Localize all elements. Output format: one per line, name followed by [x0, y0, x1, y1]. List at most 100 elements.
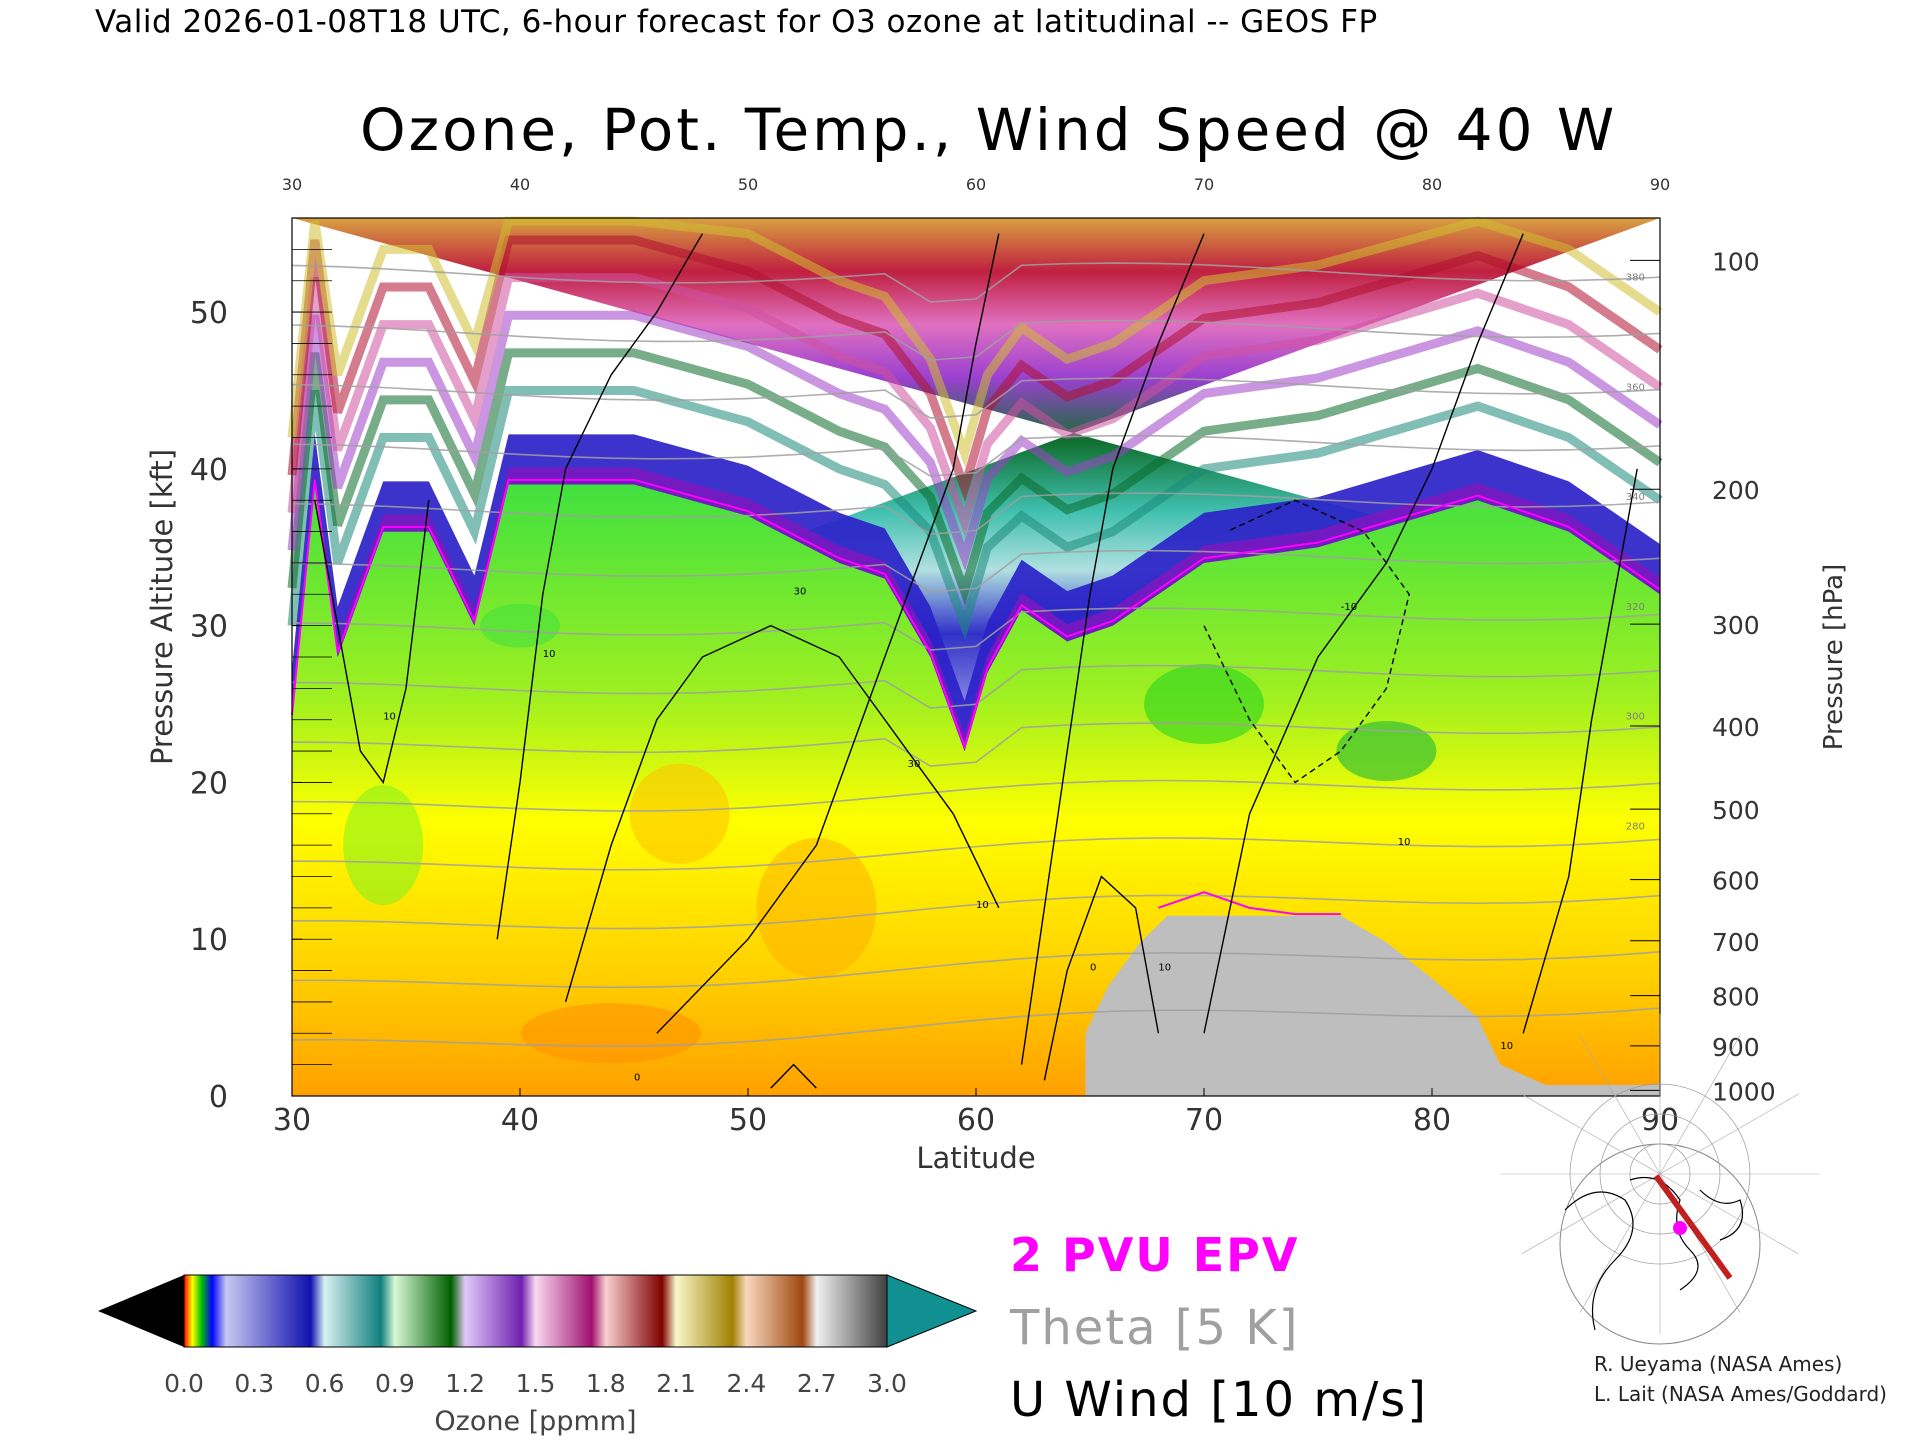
x-top-tick-label: 60: [966, 175, 986, 194]
ozone-region: [480, 603, 560, 648]
map-cross-section-track: [1653, 1174, 1733, 1280]
pressure-tick-label: 1000: [1712, 1077, 1776, 1106]
u-wind-contour: [1020, 233, 1205, 1065]
credit-line-2: L. Lait (NASA Ames/Goddard): [1594, 1382, 1887, 1406]
u-wind-contour: [496, 233, 704, 940]
legend-u-wind: U Wind [10 m/s]: [1010, 1372, 1429, 1428]
y-tick-label: 0: [209, 1080, 228, 1115]
colorbar-tick-label: 3.0: [867, 1369, 907, 1398]
u-wind-contour: [564, 624, 1000, 1003]
theta-contour-label: 280: [1626, 821, 1645, 832]
u-wind-contour-label: 10: [1398, 837, 1411, 848]
u-wind-contour: [314, 500, 430, 785]
chart-title: Ozone, Pot. Temp., Wind Speed @ 40 W: [360, 96, 1618, 164]
theta-contour-label: 300: [1626, 712, 1645, 723]
x-tick-label: 50: [729, 1103, 767, 1138]
y-tick-label: 20: [190, 766, 228, 801]
pressure-tick-label: 200: [1712, 476, 1760, 505]
u-wind-contour-label: 10: [976, 900, 989, 911]
x-tick-label: 80: [1413, 1103, 1451, 1138]
u-wind-contour-label: 30: [908, 759, 921, 770]
ozone-region: [629, 763, 730, 864]
credit-line-1: R. Ueyama (NASA Ames): [1594, 1352, 1843, 1376]
theta-contour: [291, 319, 1661, 361]
x-top-tick-label: 30: [282, 175, 302, 194]
x-top-tick-label: 80: [1422, 175, 1442, 194]
colorbar-tick-label: 2.1: [656, 1369, 696, 1398]
x-top-tick-label: 70: [1194, 175, 1214, 194]
theta-contour: [291, 262, 1661, 303]
pressure-tick-label: 500: [1712, 796, 1760, 825]
theta-contour-label: 320: [1626, 602, 1645, 613]
pressure-tick-label: 100: [1712, 247, 1760, 276]
map-graticule: [1659, 1093, 1799, 1175]
theta-contour: [291, 951, 1661, 989]
map-location-marker: [1673, 1221, 1687, 1235]
y-axis-label: Pressure Altitude [kft]: [145, 449, 179, 765]
terrain-mask: [1085, 915, 1660, 1096]
legend-theta: Theta [5 K]: [1010, 1300, 1300, 1356]
theta-contour: [291, 492, 1661, 535]
map-graticule: [1659, 1035, 1741, 1175]
theta-contour: [291, 1007, 1661, 1047]
colorbar-label: Ozone [ppmm]: [434, 1406, 636, 1437]
x-tick-label: 40: [501, 1103, 539, 1138]
y-tick-label: 50: [190, 296, 228, 331]
colorbar-tick-label: 0.6: [305, 1369, 345, 1398]
u-wind-contour-label: 10: [543, 649, 556, 660]
theta-contour: [291, 549, 1661, 593]
ozone-region: [521, 1003, 702, 1064]
theta-contour: [291, 722, 1661, 767]
pressure-tick-label: 400: [1712, 713, 1760, 742]
colorbar: [183, 1274, 888, 1348]
u-wind-contour: [656, 233, 1000, 1034]
u-wind-contour: [1522, 468, 1638, 1034]
tropopause-band: [292, 434, 1660, 752]
ozone-region: [343, 785, 424, 906]
locator-map: [1500, 1014, 1820, 1345]
pressure-tick-label: 600: [1712, 867, 1760, 896]
theta-contour: [291, 607, 1661, 651]
map-graticule: [1579, 1173, 1661, 1313]
theta-contour: [291, 894, 1661, 930]
colorbar-tick-label: 1.5: [516, 1369, 556, 1398]
x-top-tick-label: 40: [510, 175, 530, 194]
pressure-tick-label: 700: [1712, 928, 1760, 957]
u-wind-contour-label: -10: [1341, 602, 1357, 613]
y-tick-label: 40: [190, 453, 228, 488]
u-wind-contour-negative: [1203, 499, 1410, 784]
ozone-strat-layer: [287, 310, 1663, 572]
colorbar-tick-label: 2.7: [797, 1369, 837, 1398]
ozone-strat-layer: [287, 235, 1663, 503]
theta-contour: [291, 837, 1661, 871]
x-tick-label: 60: [957, 1103, 995, 1138]
pressure-tick-label: 800: [1712, 983, 1760, 1012]
x-tick-label: 30: [273, 1103, 311, 1138]
colorbar-tick-label: 2.4: [727, 1369, 767, 1398]
ozone-region: [1336, 721, 1437, 782]
u-wind-contour-label: 10: [1500, 1041, 1513, 1052]
u-wind-contour-label: 0: [634, 1072, 640, 1083]
ozone-strat-layer: [287, 273, 1663, 537]
pvu-2-contour: [291, 478, 1661, 750]
theta-contour: [291, 377, 1661, 419]
colorbar-min-arrow: [98, 1275, 184, 1347]
colorbar-tick-label: 0.3: [234, 1369, 274, 1398]
pvu-2-contour: [1158, 891, 1341, 916]
theta-contour-label: 360: [1626, 382, 1645, 393]
colorbar-tick-label: 0.0: [164, 1369, 204, 1398]
colorbar-tick-label: 0.9: [375, 1369, 415, 1398]
theta-contour: [291, 779, 1661, 812]
x-tick-label: 70: [1185, 1103, 1223, 1138]
u-wind-contour-label: 10: [1158, 963, 1171, 974]
ozone-strat-layer: [287, 348, 1663, 606]
u-wind-contour: [770, 1063, 817, 1089]
x-axis-label: Latitude: [916, 1141, 1035, 1175]
u-wind-contour: [1043, 875, 1160, 1081]
x-top-tick-label: 50: [738, 175, 758, 194]
pressure-tick-label: 300: [1712, 611, 1760, 640]
ozone-region: [1144, 664, 1264, 745]
u-wind-contour-label: 0: [1090, 963, 1096, 974]
forecast-valid-header: Valid 2026-01-08T18 UTC, 6-hour forecast…: [95, 4, 1378, 40]
